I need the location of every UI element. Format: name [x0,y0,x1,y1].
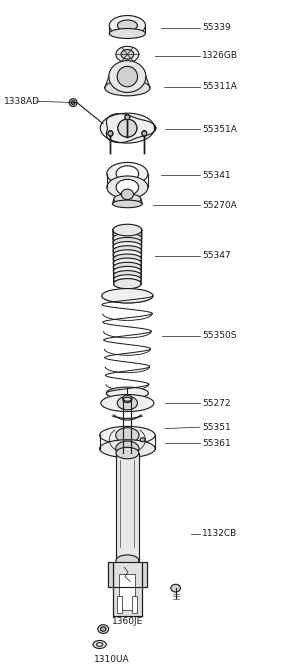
Text: 55341: 55341 [202,171,231,179]
Ellipse shape [140,437,145,442]
Ellipse shape [125,114,130,120]
Ellipse shape [116,555,139,566]
Text: 55272: 55272 [202,398,231,407]
Ellipse shape [114,275,141,284]
Ellipse shape [100,426,155,444]
Ellipse shape [113,258,142,268]
Ellipse shape [113,266,141,276]
Text: 55339: 55339 [202,23,231,32]
Ellipse shape [113,237,142,247]
Ellipse shape [97,642,103,646]
Ellipse shape [108,130,113,136]
Ellipse shape [121,189,134,200]
Bar [116,453,139,560]
Ellipse shape [113,246,142,255]
Ellipse shape [109,15,145,36]
Ellipse shape [171,584,181,592]
Ellipse shape [116,46,139,62]
Ellipse shape [114,279,141,289]
Ellipse shape [113,241,142,251]
Ellipse shape [105,80,150,96]
Ellipse shape [93,640,106,648]
Text: 55350S: 55350S [202,331,237,341]
Ellipse shape [114,271,141,280]
Text: 55270A: 55270A [202,201,237,210]
Text: 55311A: 55311A [202,82,237,91]
Bar [108,562,113,587]
Ellipse shape [98,625,109,634]
Ellipse shape [101,394,154,411]
Bar [132,596,137,613]
Ellipse shape [116,427,139,443]
Bar [113,562,142,616]
Ellipse shape [118,119,137,137]
Ellipse shape [123,395,132,403]
Bar [119,575,135,610]
Ellipse shape [114,194,141,204]
Ellipse shape [113,233,142,243]
Ellipse shape [107,163,148,185]
Ellipse shape [101,627,106,631]
Bar [118,596,122,613]
Ellipse shape [123,397,131,401]
Ellipse shape [100,113,155,143]
Text: 1132CB: 1132CB [202,530,238,538]
Ellipse shape [107,176,148,199]
Text: 55351: 55351 [202,423,231,431]
Ellipse shape [106,387,148,399]
Ellipse shape [113,224,142,236]
Ellipse shape [121,50,134,59]
Ellipse shape [113,225,142,235]
Ellipse shape [71,101,75,104]
Ellipse shape [118,119,137,137]
Ellipse shape [114,279,141,288]
Ellipse shape [109,28,145,38]
Ellipse shape [117,396,138,410]
Ellipse shape [109,60,146,93]
Ellipse shape [116,179,139,195]
Ellipse shape [108,131,113,136]
Ellipse shape [112,200,142,208]
Bar [142,562,147,587]
Ellipse shape [113,229,142,239]
Ellipse shape [116,448,139,459]
Ellipse shape [113,250,142,260]
Ellipse shape [100,439,155,458]
Ellipse shape [116,441,139,456]
Text: 55361: 55361 [202,439,231,448]
Ellipse shape [113,254,142,264]
Ellipse shape [69,99,77,107]
Text: 1360JE: 1360JE [112,617,143,626]
Ellipse shape [113,262,141,272]
Ellipse shape [102,288,153,303]
Text: 1310UA: 1310UA [94,655,130,664]
Ellipse shape [118,20,137,31]
Ellipse shape [125,115,130,120]
Text: 1326GB: 1326GB [202,51,238,60]
Text: 1338AD: 1338AD [4,97,40,106]
Ellipse shape [116,166,139,181]
Ellipse shape [117,67,138,87]
Text: 55347: 55347 [202,251,231,260]
Ellipse shape [142,130,147,136]
Polygon shape [106,114,156,142]
Ellipse shape [142,131,147,136]
Text: 55351A: 55351A [202,125,237,134]
